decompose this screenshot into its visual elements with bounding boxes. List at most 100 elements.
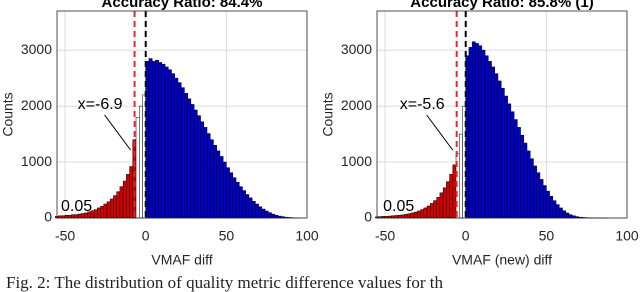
bar <box>168 69 172 219</box>
bar <box>106 201 111 219</box>
bar <box>151 61 156 219</box>
chart-title: Accuracy Ratio: 84.4% <box>102 0 263 11</box>
y-tick-label: 3000 <box>341 41 372 57</box>
annotation: x=-5.6 <box>400 96 445 113</box>
bar <box>126 174 130 219</box>
annotation-arrow <box>426 114 454 151</box>
bar <box>161 63 166 219</box>
bar <box>484 55 489 219</box>
bar <box>222 161 227 219</box>
y-tick-label: 3000 <box>21 41 52 57</box>
y-tick-label: 2000 <box>21 97 52 113</box>
annotation-arrow <box>104 114 131 151</box>
bar <box>452 164 457 219</box>
bar <box>417 210 421 219</box>
bar <box>446 181 450 219</box>
bar <box>119 186 124 219</box>
bar <box>274 214 279 219</box>
bar <box>216 150 221 219</box>
bar <box>177 82 182 219</box>
bar <box>397 214 402 219</box>
annotation: 0.05 <box>61 198 92 215</box>
bar <box>400 214 405 219</box>
bar <box>426 205 431 219</box>
bar <box>258 206 263 219</box>
bar <box>513 119 518 219</box>
bar <box>475 43 479 219</box>
bar <box>459 133 463 219</box>
bar <box>122 180 127 219</box>
bar <box>158 62 163 219</box>
bar <box>268 212 272 219</box>
bar <box>439 192 444 219</box>
y-tick-label: 0 <box>44 209 52 225</box>
x-tick-label: 0 <box>142 228 150 244</box>
x-tick-label: -50 <box>375 228 395 244</box>
bar <box>251 200 256 219</box>
bar <box>526 150 531 219</box>
bar <box>481 49 486 219</box>
bar <box>180 87 185 219</box>
bar <box>226 167 230 219</box>
bar <box>200 121 205 219</box>
bar <box>468 47 473 219</box>
bar <box>565 212 570 219</box>
bar <box>562 210 566 219</box>
bar <box>510 111 515 219</box>
bar <box>261 208 266 219</box>
bar <box>539 179 544 219</box>
annotation: 0.05 <box>383 198 414 215</box>
bar <box>433 200 437 219</box>
bar <box>248 197 253 219</box>
bar <box>491 66 495 219</box>
bar <box>568 214 573 219</box>
x-tick-label: 0 <box>462 228 470 244</box>
y-tick-label: 1000 <box>341 153 372 169</box>
bar <box>190 104 195 219</box>
bar <box>559 207 563 219</box>
x-tick-label: -50 <box>55 228 75 244</box>
bar <box>155 59 159 219</box>
bar <box>148 58 153 219</box>
bar <box>197 115 201 219</box>
bar <box>523 142 528 219</box>
axes-box <box>56 10 308 219</box>
bar <box>436 197 441 219</box>
bar <box>135 117 140 219</box>
bar <box>542 185 547 219</box>
bar <box>478 45 483 219</box>
bar <box>232 177 237 219</box>
y-axis-label: Counts <box>320 92 336 136</box>
bar <box>546 190 550 219</box>
bar <box>423 207 428 219</box>
bar <box>242 190 246 219</box>
bar <box>488 61 492 219</box>
bar <box>529 158 534 219</box>
bar <box>239 186 243 219</box>
y-tick-label: 0 <box>364 209 372 225</box>
bar <box>203 127 208 219</box>
bar <box>97 207 101 219</box>
bar <box>271 213 275 219</box>
bar <box>235 181 240 219</box>
x-tick-label: 50 <box>539 228 555 244</box>
axes-box <box>376 10 628 219</box>
bar <box>494 73 499 219</box>
bar <box>555 204 560 219</box>
bar <box>164 66 169 219</box>
annotation: x=-6.9 <box>78 96 123 113</box>
y-tick-label: 1000 <box>21 153 52 169</box>
bar <box>507 103 512 219</box>
x-tick-label: 100 <box>615 228 639 244</box>
bar <box>171 73 175 219</box>
bar <box>504 95 508 219</box>
bar <box>213 145 217 219</box>
bar <box>429 203 434 219</box>
bar <box>139 105 143 219</box>
bar <box>449 174 454 219</box>
caption: Fig. 2: The distribution of quality metr… <box>6 273 444 292</box>
bar <box>517 127 521 219</box>
bar <box>93 209 98 219</box>
bar <box>413 211 418 219</box>
bar <box>129 166 134 219</box>
